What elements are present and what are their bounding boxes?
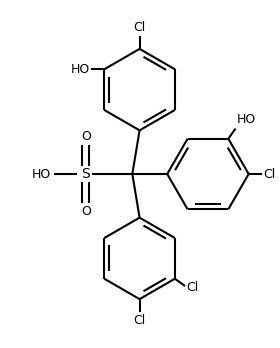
Text: HO: HO xyxy=(32,167,51,181)
Text: HO: HO xyxy=(237,113,256,126)
Text: Cl: Cl xyxy=(186,281,199,294)
Text: O: O xyxy=(81,205,91,218)
Text: Cl: Cl xyxy=(263,167,276,181)
Text: Cl: Cl xyxy=(134,21,146,34)
Text: HO: HO xyxy=(71,63,90,76)
Text: O: O xyxy=(81,130,91,143)
Text: S: S xyxy=(81,167,90,181)
Text: Cl: Cl xyxy=(134,314,146,327)
